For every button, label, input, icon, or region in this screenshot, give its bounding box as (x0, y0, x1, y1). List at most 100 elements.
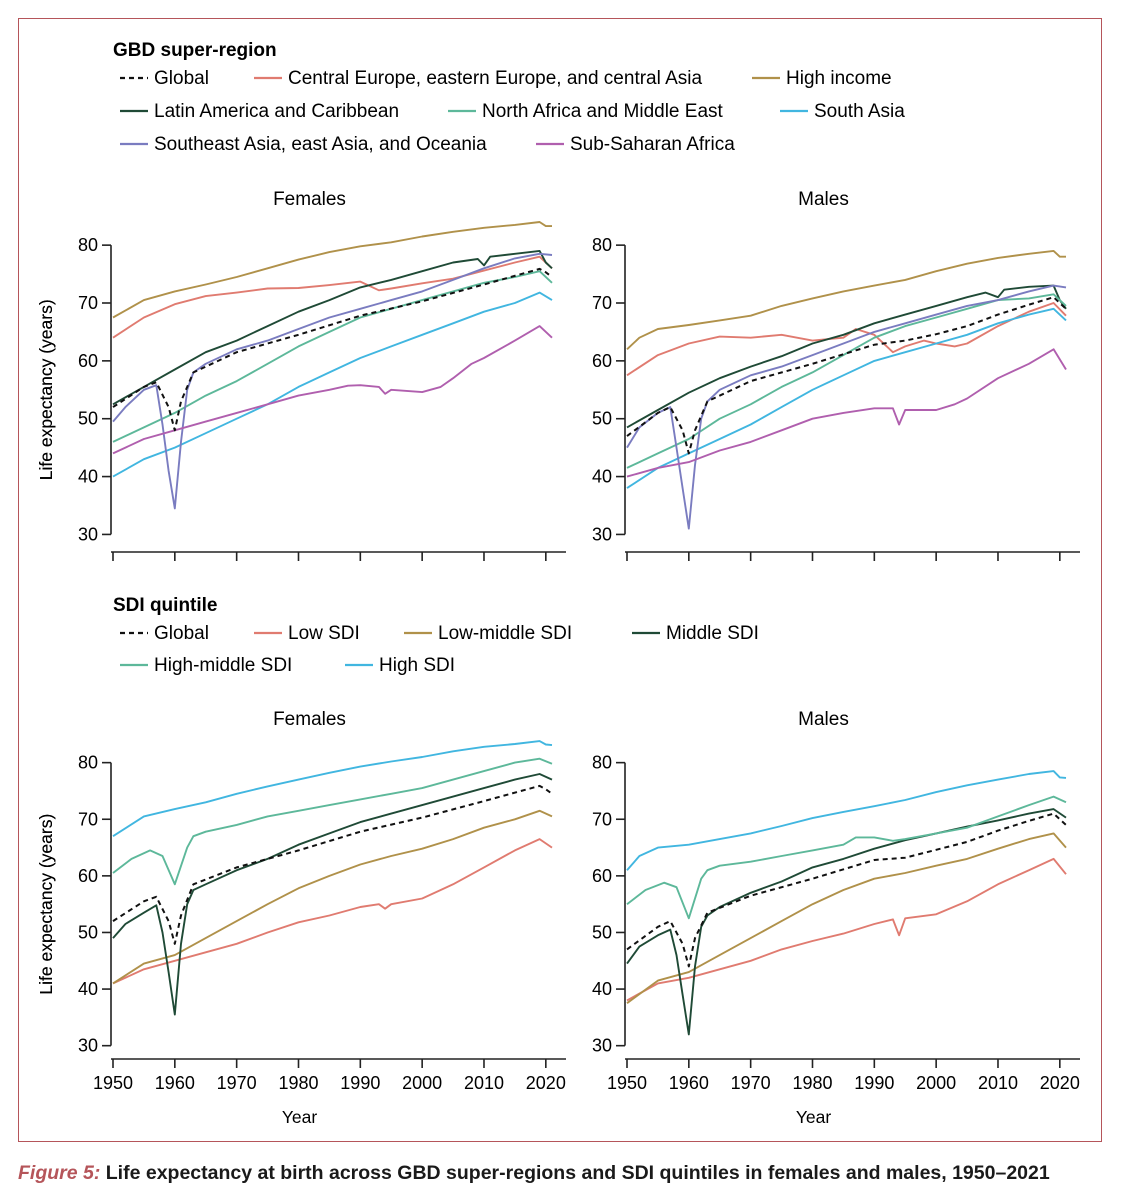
x-axis-label: Year (796, 1107, 832, 1127)
legend-label: Global (154, 623, 209, 644)
series-line-south-asia (626, 307, 1067, 489)
panel-sdi-quintile-females: Females 30 40 50 60 70 80 Life expectancy (year… (36, 709, 566, 1127)
legend-label: High-middle SDI (154, 655, 292, 676)
x-tick-label: 2020 (1040, 1073, 1080, 1093)
y-tick-label: 30 (78, 524, 98, 544)
y-tick-label: 70 (592, 293, 612, 313)
series-line-sub-saharan-africa (112, 325, 553, 455)
series-line-north-africa-and-middle-east (112, 270, 553, 443)
panel-gbd-super-region-males: Males 30 40 50 60 70 80 Life expectancy (years) (36, 189, 1080, 561)
y-axis-label: Life expectancy (years) (36, 299, 56, 480)
x-tick-label: 1980 (792, 1073, 832, 1093)
x-tick-label: 1950 (607, 1073, 647, 1093)
y-axis-label: Life expectancy (years) (36, 814, 56, 995)
caption-label: Figure 5: (18, 1162, 101, 1184)
legend-label: Middle SDI (666, 623, 759, 644)
y-tick-label: 30 (592, 1036, 612, 1056)
section-title: SDI quintile (113, 595, 218, 616)
y-tick-label: 70 (78, 809, 98, 829)
x-tick-label: 2020 (526, 1073, 566, 1093)
y-tick-label: 70 (78, 293, 98, 313)
series-line-latin-america-and-caribbean (626, 284, 1067, 429)
series-line-global (626, 296, 1067, 455)
legend-item-low-middle-sdi: Low-middle SDI (404, 623, 572, 644)
x-tick-label: 2010 (464, 1073, 504, 1093)
legend-item-high-income: High income (752, 68, 892, 89)
panel-gbd-super-region-females: Females 30 40 50 60 70 80 Life expectancy (year… (36, 189, 566, 561)
series-line-global (112, 784, 553, 945)
series-line-high-sdi (626, 770, 1067, 871)
series-line-global (626, 812, 1067, 968)
series-line-middle-sdi (112, 773, 553, 1016)
legend-item-north-africa-and-middle-east: North Africa and Middle East (448, 101, 724, 122)
series-line-high-income (626, 249, 1066, 350)
x-tick-label: 1970 (731, 1073, 771, 1093)
series-line-high-middle-sdi (112, 757, 553, 886)
y-tick-label: 50 (592, 922, 612, 942)
series-line-high-middle-sdi (626, 795, 1067, 920)
legend-item-high-sdi: High SDI (345, 655, 455, 676)
legend-label: Low-middle SDI (438, 623, 572, 644)
y-tick-label: 40 (592, 467, 612, 487)
x-tick-label: 1970 (217, 1073, 257, 1093)
series-line-sub-saharan-africa (626, 348, 1067, 478)
x-tick-label: 2000 (402, 1073, 442, 1093)
y-tick-label: 50 (78, 922, 98, 942)
y-tick-label: 60 (78, 866, 98, 886)
y-tick-label: 50 (78, 409, 98, 429)
y-tick-label: 40 (592, 979, 612, 999)
y-tick-label: 40 (78, 467, 98, 487)
series-line-southeast-asia-east-asia-and-oceania (626, 284, 1067, 530)
y-tick-label: 30 (592, 524, 612, 544)
series-line-low-middle-sdi (626, 832, 1067, 1004)
legend-item-central-europe-eastern-europe-and-central-asia: Central Europe, eastern Europe, and cent… (254, 68, 702, 89)
legend-label: High SDI (379, 655, 455, 676)
series-line-low-middle-sdi (112, 809, 553, 985)
legend-item-south-asia: South Asia (780, 101, 905, 122)
legend-label: North Africa and Middle East (482, 101, 724, 122)
legend-label: Southeast Asia, east Asia, and Oceania (154, 134, 487, 155)
series-line-low-sdi (626, 857, 1067, 1002)
section-gbd-super-region: GBD super-region Global Central Europe, ea… (36, 40, 1080, 561)
panel-title: Males (798, 709, 849, 730)
legend-item-low-sdi: Low SDI (254, 623, 360, 644)
series-line-high-income (112, 221, 552, 319)
y-axis-label: Life expectancy (years) (36, 814, 56, 995)
series-line-high-sdi (112, 740, 553, 837)
x-tick-label: 1950 (93, 1073, 133, 1093)
y-tick-label: 80 (78, 753, 98, 773)
legend-item-global: Global (120, 68, 209, 89)
series-line-latin-america-and-caribbean (112, 249, 553, 406)
section-title: GBD super-region (113, 40, 277, 61)
y-tick-label: 70 (592, 809, 612, 829)
legend-label: Global (154, 68, 209, 89)
y-axis-label: Life expectancy (years) (36, 299, 56, 480)
series-line-southeast-asia-east-asia-and-oceania (112, 252, 553, 510)
figure-caption: Figure 5: Life expectancy at birth acros… (18, 1162, 1050, 1185)
legend-item-sub-saharan-africa: Sub-Saharan Africa (536, 134, 735, 155)
series-line-north-africa-and-middle-east (626, 293, 1067, 469)
figure-frame (18, 18, 1102, 1142)
legend-label: Central Europe, eastern Europe, and cent… (288, 68, 702, 89)
y-tick-label: 80 (592, 753, 612, 773)
legend-item-global: Global (120, 623, 209, 644)
x-axis-label: Year (282, 1107, 318, 1127)
legend-item-middle-sdi: Middle SDI (632, 623, 759, 644)
x-tick-label: 1980 (278, 1073, 318, 1093)
x-tick-label: 2000 (916, 1073, 956, 1093)
legend-item-latin-america-and-caribbean: Latin America and Caribbean (120, 101, 399, 122)
x-tick-label: 1990 (854, 1073, 894, 1093)
series-line-central-europe-eastern-europe-and-central-asia (626, 302, 1067, 377)
section-sdi-quintile: SDI quintile Global Low SDI Low-middle SDI M… (36, 595, 1080, 1127)
caption-text: Life expectancy at birth across GBD supe… (100, 1162, 1050, 1184)
y-tick-label: 80 (78, 235, 98, 255)
x-tick-label: 1960 (155, 1073, 195, 1093)
y-tick-label: 60 (592, 351, 612, 371)
y-tick-label: 60 (592, 866, 612, 886)
legend-label: South Asia (814, 101, 905, 122)
series-line-south-asia (112, 291, 553, 478)
x-tick-label: 2010 (978, 1073, 1018, 1093)
legend-label: Low SDI (288, 623, 360, 644)
x-tick-label: 1960 (669, 1073, 709, 1093)
